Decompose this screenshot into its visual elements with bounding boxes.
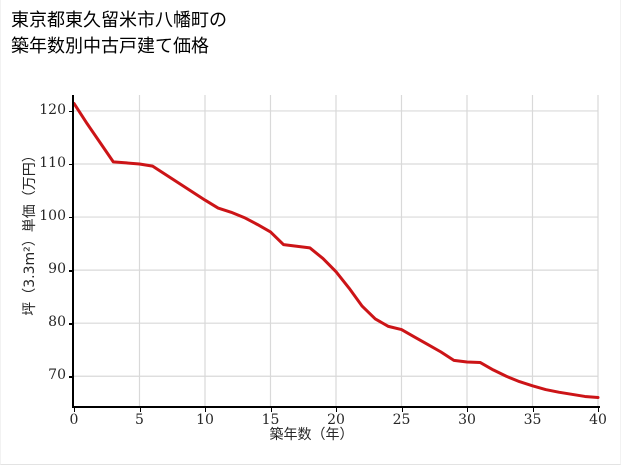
x-tick-label: 10 <box>196 412 214 428</box>
x-tick-label: 15 <box>261 412 280 428</box>
x-tick-mark <box>139 408 141 412</box>
y-tick-label: 80 <box>48 314 66 331</box>
x-tick-mark <box>532 408 534 412</box>
x-tick-label: 25 <box>392 412 411 428</box>
x-tick-mark <box>270 408 272 412</box>
y-tick-mark <box>69 270 73 272</box>
x-tick-mark <box>401 408 403 412</box>
x-axis-label: 築年数（年） <box>269 427 354 443</box>
y-tick-label: 70 <box>48 367 66 384</box>
x-tick-label: 40 <box>589 412 607 428</box>
x-tick-mark <box>74 408 76 412</box>
y-tick-mark <box>69 217 73 219</box>
plot-area <box>72 95 600 406</box>
x-tick-label: 20 <box>327 412 345 428</box>
series-path <box>72 101 600 400</box>
gridlines <box>74 95 599 406</box>
y-tick-mark <box>69 323 73 325</box>
x-tick-label: 35 <box>523 412 542 428</box>
page-title: 東京都東久留米市八幡町の 築年数別中古戸建て価格 <box>11 10 227 57</box>
x-axis-line <box>72 406 600 408</box>
y-axis-label: 坪（3.3m²）単価（万円） <box>22 148 38 316</box>
y-tick-label: 110 <box>39 154 66 171</box>
y-tick-label: 90 <box>48 261 66 278</box>
x-tick-label: 30 <box>458 412 476 428</box>
x-tick-mark <box>598 408 600 412</box>
series-line-坪単価 <box>72 101 600 400</box>
x-tick-mark <box>336 408 338 412</box>
y-tick-mark <box>69 376 73 378</box>
x-tick-label: 0 <box>69 412 79 428</box>
x-tick-label: 5 <box>135 412 144 428</box>
x-tick-mark <box>205 408 207 412</box>
y-tick-mark <box>69 110 73 113</box>
y-tick-mark <box>69 163 73 166</box>
y-tick-label: 100 <box>39 208 66 225</box>
y-tick-label: 120 <box>39 101 66 118</box>
x-tick-mark <box>467 408 469 412</box>
y-axis-line <box>72 95 74 408</box>
